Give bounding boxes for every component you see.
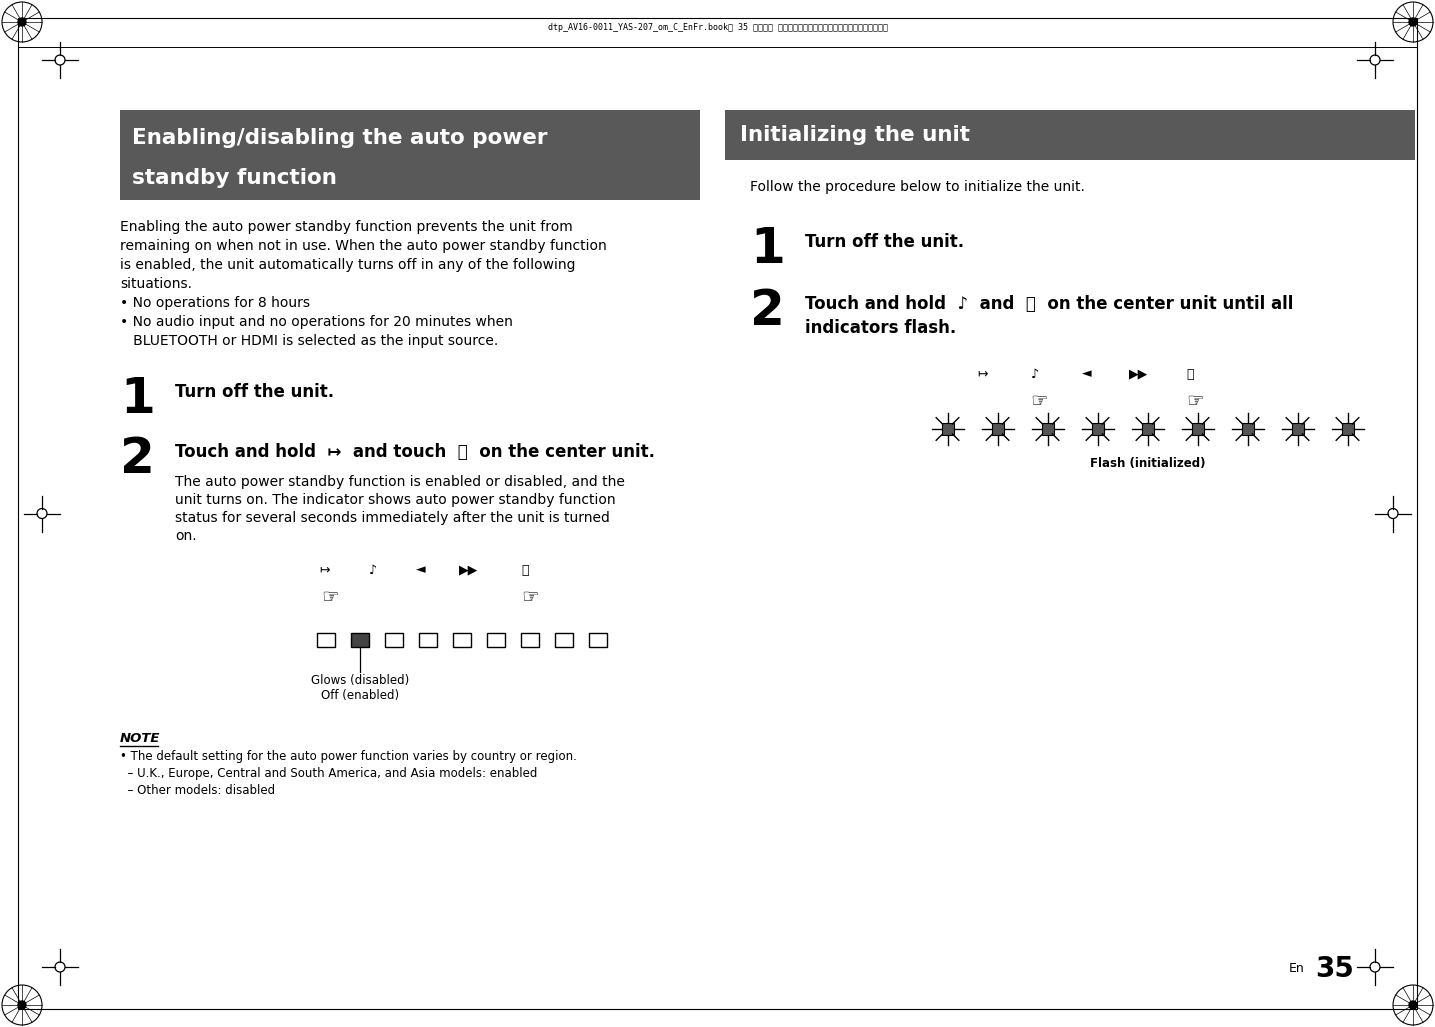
Text: Enabling the auto power standby function prevents the unit from: Enabling the auto power standby function…: [121, 220, 573, 234]
Text: on.: on.: [175, 529, 197, 543]
Text: unit turns on. The indicator shows auto power standby function: unit turns on. The indicator shows auto …: [175, 493, 616, 507]
Text: NOTE: NOTE: [121, 732, 161, 745]
Bar: [1375, 110, 1415, 160]
Bar: [486, 633, 505, 647]
Text: Touch and hold  ♪  and  ⏻  on the center unit until all: Touch and hold ♪ and ⏻ on the center uni…: [805, 295, 1293, 313]
Bar: [121, 110, 700, 200]
Bar: [1092, 423, 1104, 435]
Text: ▶▶: ▶▶: [459, 564, 479, 576]
Text: 1: 1: [121, 375, 155, 423]
Text: ☞: ☞: [1187, 392, 1204, 411]
Text: dtp_AV16-0011_YAS-207_om_C_EnFr.book　 35 ページ　 ２０１７年４月１３日　木曜日　午後３時４１分: dtp_AV16-0011_YAS-207_om_C_EnFr.book 35 …: [548, 24, 887, 33]
Text: Glows (disabled)
Off (enabled): Glows (disabled) Off (enabled): [311, 674, 409, 702]
Text: ♪: ♪: [369, 564, 377, 576]
Circle shape: [1409, 18, 1416, 26]
Text: 35: 35: [1314, 955, 1353, 983]
Text: is enabled, the unit automatically turns off in any of the following: is enabled, the unit automatically turns…: [121, 258, 575, 272]
Text: 2: 2: [751, 287, 785, 335]
Bar: [521, 633, 540, 647]
Text: ▶▶: ▶▶: [1129, 368, 1148, 380]
Text: – U.K., Europe, Central and South America, and Asia models: enabled: – U.K., Europe, Central and South Americ…: [121, 767, 537, 779]
Text: remaining on when not in use. When the auto power standby function: remaining on when not in use. When the a…: [121, 239, 607, 253]
Bar: [1342, 423, 1353, 435]
Circle shape: [19, 18, 26, 26]
Text: standby function: standby function: [132, 168, 337, 188]
Text: The auto power standby function is enabled or disabled, and the: The auto power standby function is enabl…: [175, 476, 624, 489]
Text: • The default setting for the auto power function varies by country or region.: • The default setting for the auto power…: [121, 750, 577, 763]
Bar: [1191, 423, 1204, 435]
Bar: [1141, 423, 1154, 435]
Circle shape: [19, 1001, 26, 1009]
Text: – Other models: disabled: – Other models: disabled: [121, 784, 276, 797]
Text: ♪: ♪: [1030, 368, 1039, 380]
Bar: [941, 423, 953, 435]
Bar: [419, 633, 438, 647]
Text: ↦: ↦: [977, 368, 987, 380]
Text: ⏻: ⏻: [1187, 368, 1194, 380]
Text: • No operations for 8 hours: • No operations for 8 hours: [121, 296, 310, 310]
Text: indicators flash.: indicators flash.: [805, 319, 956, 337]
Bar: [453, 633, 471, 647]
Bar: [1241, 423, 1254, 435]
Bar: [588, 633, 607, 647]
Text: ☞: ☞: [321, 588, 339, 607]
Bar: [555, 633, 573, 647]
Text: • No audio input and no operations for 20 minutes when: • No audio input and no operations for 2…: [121, 315, 512, 329]
Text: 2: 2: [121, 435, 155, 483]
Text: Touch and hold  ↦  and touch  ⏻  on the center unit.: Touch and hold ↦ and touch ⏻ on the cent…: [175, 443, 654, 461]
Text: ↦: ↦: [320, 564, 330, 576]
Text: ☞: ☞: [521, 588, 538, 607]
Bar: [317, 633, 334, 647]
Bar: [385, 633, 403, 647]
Text: Turn off the unit.: Turn off the unit.: [175, 383, 334, 401]
Text: ◄: ◄: [416, 564, 426, 576]
Text: Turn off the unit.: Turn off the unit.: [805, 233, 964, 251]
Bar: [1292, 423, 1303, 435]
Text: Follow the procedure below to initialize the unit.: Follow the procedure below to initialize…: [751, 180, 1085, 194]
Text: En: En: [1289, 962, 1304, 976]
Bar: [992, 423, 1003, 435]
Text: Enabling/disabling the auto power: Enabling/disabling the auto power: [132, 128, 548, 148]
Circle shape: [1409, 1001, 1416, 1009]
Bar: [352, 633, 369, 647]
Text: ◄: ◄: [1082, 368, 1091, 380]
Text: Flash (initialized): Flash (initialized): [1089, 457, 1205, 470]
Text: ☞: ☞: [1030, 392, 1048, 411]
Bar: [725, 110, 1375, 160]
Text: BLUETOOTH or HDMI is selected as the input source.: BLUETOOTH or HDMI is selected as the inp…: [121, 334, 498, 348]
Text: ⏻: ⏻: [521, 564, 528, 576]
Text: status for several seconds immediately after the unit is turned: status for several seconds immediately a…: [175, 511, 610, 525]
Bar: [1042, 423, 1053, 435]
Text: Initializing the unit: Initializing the unit: [740, 125, 970, 145]
Text: 1: 1: [751, 225, 785, 273]
Text: situations.: situations.: [121, 277, 192, 291]
